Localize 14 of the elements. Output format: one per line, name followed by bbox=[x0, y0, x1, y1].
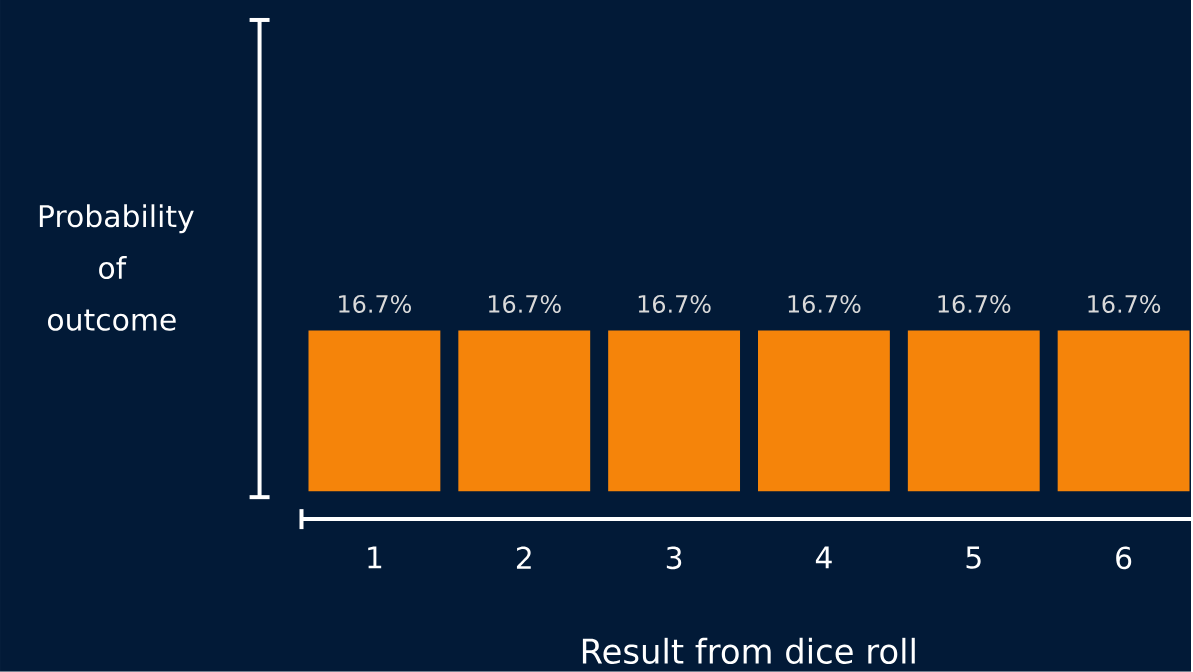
data-label: 16.7% bbox=[339, 294, 411, 314]
y-axis-title: Probability of outcome bbox=[39, 204, 194, 331]
x-tick-label: 3 bbox=[666, 546, 682, 570]
x-tick-label: 1 bbox=[368, 546, 382, 569]
x-axis-title: Result from dice roll bbox=[582, 637, 915, 665]
data-label: 16.7% bbox=[1088, 294, 1161, 314]
x-tick-label: 4 bbox=[815, 546, 832, 569]
x-tick-label: 6 bbox=[1116, 546, 1132, 570]
data-label: 16.7% bbox=[938, 294, 1011, 314]
x-tick-label: 5 bbox=[966, 546, 981, 569]
x-tick-label: 2 bbox=[516, 546, 531, 569]
data-label: 16.7% bbox=[488, 294, 561, 314]
data-label: 16.7% bbox=[638, 294, 711, 314]
data-label: 16.7% bbox=[788, 294, 861, 314]
